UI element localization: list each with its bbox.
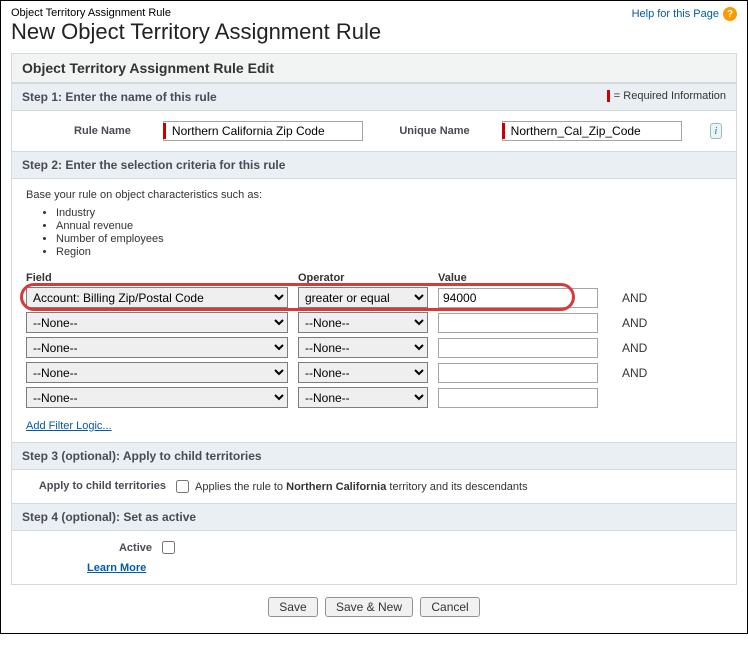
criteria-row: --None-- --None-- (26, 387, 722, 408)
step1-body: Rule Name Unique Name i (12, 111, 736, 151)
col-operator-header: Operator (298, 272, 438, 284)
step3-body: Apply to child territories Applies the r… (12, 470, 736, 503)
step1-title: Step 1: Enter the name of this rule (22, 90, 217, 104)
panel-header: Object Territory Assignment Rule Edit (12, 54, 736, 83)
step2-header: Step 2: Enter the selection criteria for… (12, 151, 736, 179)
and-label: AND (608, 341, 648, 355)
value-input[interactable] (438, 288, 598, 308)
step2-bullets: Industry Annual revenue Number of employ… (56, 207, 722, 258)
field-select[interactable]: --None-- (26, 387, 288, 408)
value-input[interactable] (438, 363, 598, 383)
and-label: AND (608, 291, 648, 305)
bullet: Industry (56, 207, 722, 219)
and-label: AND (608, 316, 648, 330)
step1-header: Step 1: Enter the name of this rule = Re… (12, 83, 736, 111)
operator-select[interactable]: --None-- (298, 337, 428, 358)
help-label: Help for this Page (632, 8, 719, 20)
breadcrumb: Object Territory Assignment Rule (11, 7, 737, 19)
field-select[interactable]: --None-- (26, 312, 288, 333)
page-container: Help for this Page ? Object Territory As… (0, 0, 748, 634)
and-label: AND (608, 366, 648, 380)
criteria-row: --None-- --None-- AND (26, 362, 722, 383)
unique-name-label: Unique Name (387, 125, 478, 137)
add-filter-logic-link[interactable]: Add Filter Logic... (26, 420, 112, 432)
field-select[interactable]: Account: Billing Zip/Postal Code (26, 287, 288, 308)
operator-select[interactable]: --None-- (298, 362, 428, 383)
field-select[interactable]: --None-- (26, 362, 288, 383)
bullet: Annual revenue (56, 220, 722, 232)
value-input[interactable] (438, 313, 598, 333)
field-select[interactable]: --None-- (26, 337, 288, 358)
help-for-page-link[interactable]: Help for this Page ? (632, 7, 737, 21)
active-checkbox[interactable] (162, 541, 175, 554)
step2-body: Base your rule on object characteristics… (12, 179, 736, 442)
step3-title: Step 3 (optional): Apply to child territ… (22, 449, 262, 463)
operator-select[interactable]: --None-- (298, 312, 428, 333)
rule-name-input[interactable] (163, 121, 363, 141)
col-field-header: Field (26, 272, 298, 284)
apply-child-label: Apply to child territories (26, 480, 176, 492)
step2-title: Step 2: Enter the selection criteria for… (22, 158, 285, 172)
edit-panel: Object Territory Assignment Rule Edit St… (11, 53, 737, 585)
learn-more-link[interactable]: Learn More (87, 562, 146, 574)
cancel-button[interactable]: Cancel (420, 597, 479, 617)
bullet: Region (56, 246, 722, 258)
save-button[interactable]: Save (268, 597, 317, 617)
operator-select[interactable]: --None-- (298, 387, 428, 408)
criteria-table: Field Operator Value Account: Billing Zi… (26, 272, 722, 408)
unique-name-input[interactable] (502, 121, 682, 141)
step3-header: Step 3 (optional): Apply to child territ… (12, 442, 736, 470)
required-bar-icon (607, 90, 610, 102)
help-icon: ? (723, 7, 737, 21)
active-label: Active (12, 542, 162, 554)
rule-name-label: Rule Name (26, 125, 139, 137)
value-input[interactable] (438, 388, 598, 408)
criteria-row: Account: Billing Zip/Postal Code greater… (26, 287, 722, 308)
bullet: Number of employees (56, 233, 722, 245)
save-new-button[interactable]: Save & New (325, 597, 413, 617)
step4-header: Step 4 (optional): Set as active (12, 503, 736, 531)
step4-body: Active Learn More (12, 531, 736, 584)
step4-title: Step 4 (optional): Set as active (22, 510, 196, 524)
apply-child-checkbox[interactable] (176, 480, 189, 493)
button-row: Save Save & New Cancel (11, 585, 737, 619)
operator-select[interactable]: greater or equal (298, 287, 428, 308)
page-title: New Object Territory Assignment Rule (11, 19, 737, 45)
value-input[interactable] (438, 338, 598, 358)
apply-child-text: Applies the rule to Northern California … (195, 481, 528, 493)
required-info: = Required Information (607, 90, 726, 102)
info-icon[interactable]: i (710, 123, 722, 139)
step2-intro: Base your rule on object characteristics… (26, 189, 722, 201)
criteria-row: --None-- --None-- AND (26, 312, 722, 333)
criteria-row: --None-- --None-- AND (26, 337, 722, 358)
col-value-header: Value (438, 272, 608, 284)
